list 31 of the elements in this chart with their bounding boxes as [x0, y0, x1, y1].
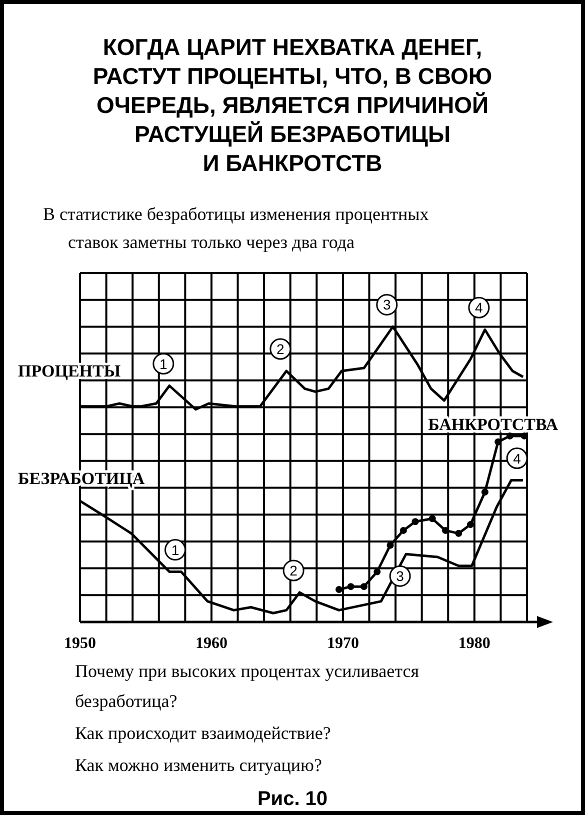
- point: [481, 488, 488, 496]
- annotation: 1: [171, 542, 180, 558]
- x-tick-label: 1950: [64, 635, 96, 652]
- text: Как можно изменить ситуацию?: [75, 755, 322, 775]
- chart-subtitle: В статистике безработицы изменения процентных ставок заметны только через два года: [43, 204, 429, 252]
- point: [400, 526, 407, 534]
- point: [386, 542, 394, 549]
- annotation: 2: [276, 340, 285, 357]
- point: [494, 438, 502, 446]
- annotation: 4: [513, 450, 522, 466]
- annotation: 3: [396, 568, 404, 584]
- chart-title: КОГДА ЦАРИТ НЕХВАТКА ДЕНЕГ, РАСТУТ ПРОЦЕНТЫ, ЧТО, В СВОЮ ОЧЕРЕДЬ, ЯВЛЯЕТСЯ ПРИЧИНОЙ РАСТУЩЕЙ БЕЗРАБОТИЦЫ И БАНКРОТСТВ: [92, 34, 492, 176]
- point: [347, 583, 354, 590]
- text: Рис. 10: [257, 788, 328, 810]
- annotation: 4: [475, 300, 484, 316]
- point: [466, 521, 474, 528]
- text: Как происходит взаимодействие?: [75, 723, 331, 743]
- annotation: 2: [290, 562, 298, 578]
- x-tick-label: 1960: [195, 635, 228, 652]
- point: [360, 583, 368, 590]
- point: [335, 586, 342, 594]
- annotation: 1: [160, 356, 168, 372]
- x-tick-label: 1970: [326, 635, 359, 652]
- point: [506, 432, 514, 440]
- x-tick-label: 1980: [458, 635, 490, 652]
- point: [428, 515, 436, 522]
- point: [374, 568, 381, 576]
- text: Почему при высоких процентах усиливается безработица?: [75, 661, 419, 711]
- point: [412, 518, 419, 526]
- point: [455, 530, 462, 537]
- annotation: 3: [383, 296, 391, 313]
